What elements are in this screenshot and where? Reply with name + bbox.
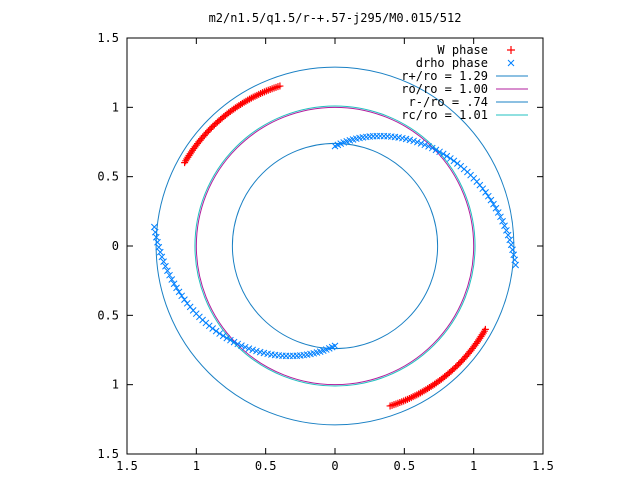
drho-phase-point <box>503 227 510 234</box>
drho-phase-point <box>166 271 173 279</box>
drho-phase-point <box>170 280 178 288</box>
legend-label: r-/ro = .74 <box>409 95 488 109</box>
drho-phase-point <box>484 192 492 200</box>
circle-0.74 <box>231 142 439 350</box>
drho-phase-point <box>504 231 512 239</box>
drho-phase-point <box>245 345 253 352</box>
radius-circles <box>155 66 515 426</box>
drho-phase-point <box>487 196 495 204</box>
drho-phase-point <box>479 185 487 193</box>
drho-phase-point <box>497 213 504 221</box>
legend-label: W phase <box>437 43 488 57</box>
drho-phase-point <box>223 334 231 342</box>
circle-1.29 <box>155 66 515 426</box>
drho-phase-point <box>436 148 443 156</box>
x-tick-label: 1.5 <box>116 459 138 473</box>
legend-marker-plus <box>507 46 515 54</box>
drho-phase-point <box>178 292 186 300</box>
drho-phase-point <box>249 346 257 354</box>
drho-phase-point <box>156 248 164 256</box>
drho-phase-point <box>417 140 425 147</box>
drho-phase-point <box>212 327 220 335</box>
x-tick-label: 1.5 <box>532 459 554 473</box>
x-tick-label: 0.5 <box>393 459 415 473</box>
drho-phase-point <box>482 189 489 196</box>
drho-phase-point <box>450 157 458 165</box>
drho-phase-point <box>447 155 454 162</box>
drho-phase-point <box>256 348 264 356</box>
drho-phase-point <box>511 256 519 264</box>
drho-phase-point <box>432 146 440 154</box>
drho-phase-point <box>158 253 166 261</box>
drho-phase-point <box>253 347 260 355</box>
w-phase-point <box>206 125 214 133</box>
drho-phase-point <box>155 243 163 251</box>
drho-phase-point <box>175 288 183 296</box>
drho-phase-point <box>501 222 508 230</box>
drho-phase-point <box>506 236 514 244</box>
drho-phase-point <box>150 223 158 231</box>
y-tick-label: 1 <box>112 100 119 114</box>
legend-marker-cross <box>507 59 515 67</box>
drho-phase-point <box>510 251 518 259</box>
drho-phase-point <box>413 138 421 146</box>
circle-1 <box>195 106 475 386</box>
legend-label: rc/ro = 1.01 <box>401 108 488 122</box>
w-phase-point <box>386 402 394 410</box>
y-tick-label: 0.5 <box>97 308 119 322</box>
axis-ticks: 1.5 1 0.5 0 0.5 1 1.51.510.500.511.5 <box>97 31 554 473</box>
drho-phase-point <box>219 332 227 340</box>
drho-phase-point <box>173 284 180 292</box>
drho-phase-point <box>499 217 506 225</box>
drho-phase-point <box>512 261 520 269</box>
drho-phase-point <box>151 228 159 236</box>
data-points <box>150 82 520 410</box>
y-tick-label: 0.5 <box>97 170 119 184</box>
drho-phase-point <box>507 241 515 249</box>
drho-phase-point <box>230 338 238 346</box>
legend-label: drho phase <box>416 56 488 70</box>
drho-phase-point <box>152 233 160 241</box>
legend-label: ro/ro = 1.00 <box>401 82 488 96</box>
y-tick-label: 1 <box>112 378 119 392</box>
drho-phase-point <box>183 299 191 307</box>
drho-phase-point <box>216 330 223 337</box>
y-tick-label: 1.5 <box>97 447 119 461</box>
drho-phase-point <box>234 340 242 348</box>
drho-phase-point <box>425 143 432 150</box>
w-phase-point <box>456 359 464 367</box>
drho-phase-point <box>164 267 171 275</box>
drho-phase-point <box>241 343 249 351</box>
x-tick-label: 0 <box>331 459 338 473</box>
drho-phase-point <box>494 209 502 216</box>
x-tick-label: 1 <box>470 459 477 473</box>
drho-phase-point <box>181 296 188 303</box>
y-tick-label: 0 <box>112 239 119 253</box>
y-tick-label: 1.5 <box>97 31 119 45</box>
drho-phase-point <box>421 141 429 149</box>
drho-phase-point <box>410 137 417 145</box>
drho-phase-point <box>439 150 447 158</box>
x-tick-label: 1 <box>193 459 200 473</box>
drho-phase-point <box>490 200 497 208</box>
w-phase-point <box>276 82 284 90</box>
drho-phase-point <box>160 258 167 265</box>
drho-phase-point <box>492 204 500 212</box>
drho-phase-point <box>162 262 169 270</box>
drho-phase-point <box>238 342 245 349</box>
legend-label: r+/ro = 1.29 <box>401 69 488 83</box>
drho-phase-point <box>154 238 161 246</box>
chart-title: m2/n1.5/q1.5/r-+.57-j295/M0.015/512 <box>209 11 462 25</box>
drho-phase-point <box>168 276 176 283</box>
drho-phase-point <box>428 144 436 152</box>
drho-phase-point <box>443 152 451 160</box>
drho-phase-point <box>227 336 234 344</box>
drho-phase-point <box>406 136 414 144</box>
x-tick-label: 0.5 <box>255 459 277 473</box>
circle-1.01 <box>194 105 476 387</box>
drho-phase-point <box>509 246 516 254</box>
